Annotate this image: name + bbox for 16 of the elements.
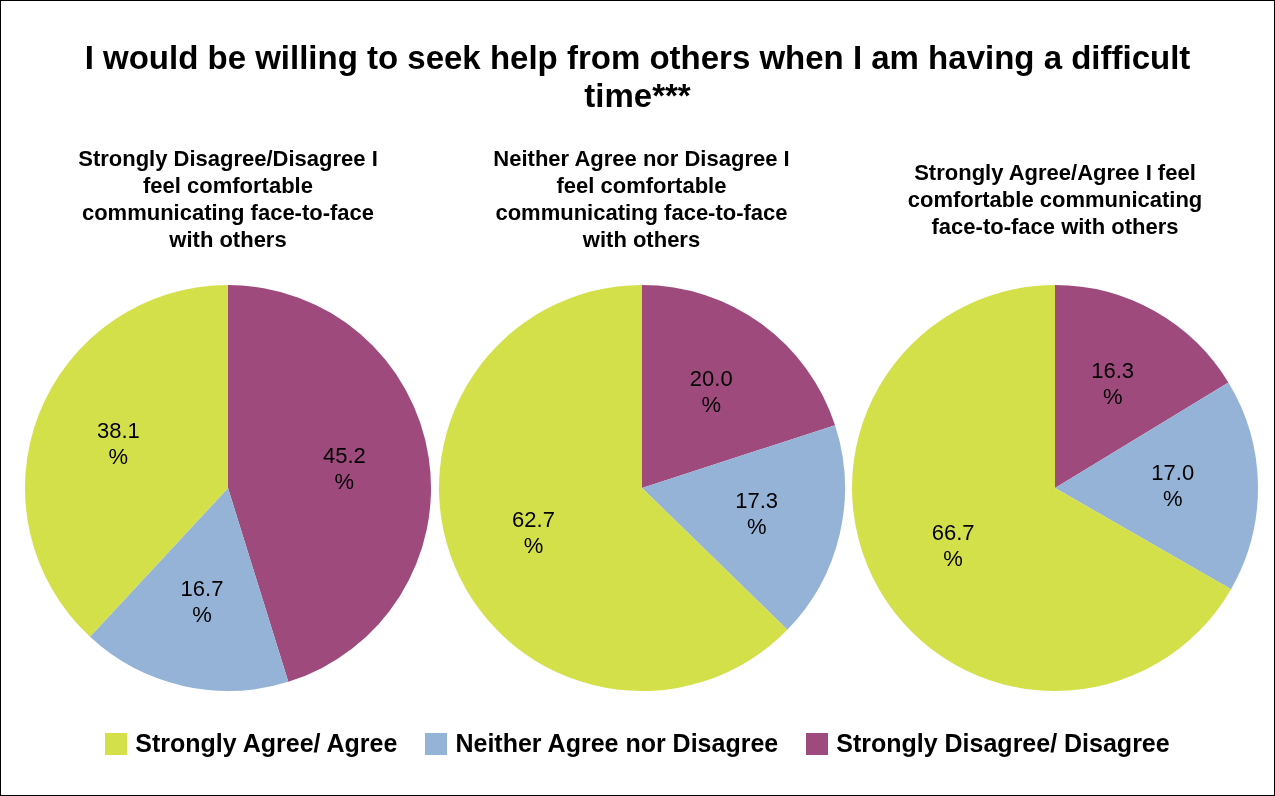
data-label: 66.7 % [931,520,975,572]
legend-label: Strongly Disagree/ Disagree [836,729,1170,758]
data-label: 17.3 % [734,487,778,539]
data-label: 17.0 % [1151,459,1195,511]
chart-subtitle: Strongly Disagree/Disagree I feel comfortable communicating face-to-face with others [77,145,379,254]
chart-title: I would be willing to seek help from others when I am having a difficult time*** [83,39,1192,115]
data-label: 16.3 % [1091,358,1135,410]
chart-subtitle: Neither Agree nor Disagree I feel comfortable communicating face-to-face with others [492,145,791,254]
data-label: 20.0 % [689,365,733,417]
data-label: 45.2 % [322,443,366,495]
data-label: 62.7 % [511,506,555,558]
data-label: 38.1 % [96,418,140,470]
data-label: 16.7 % [180,575,224,627]
legend-label: Neither Agree nor Disagree [455,729,779,758]
legend-label: Strongly Agree/ Agree [135,729,398,758]
chart-subtitle: Strongly Agree/Agree I feel comfortable communicating face-to-face with others [906,158,1204,241]
